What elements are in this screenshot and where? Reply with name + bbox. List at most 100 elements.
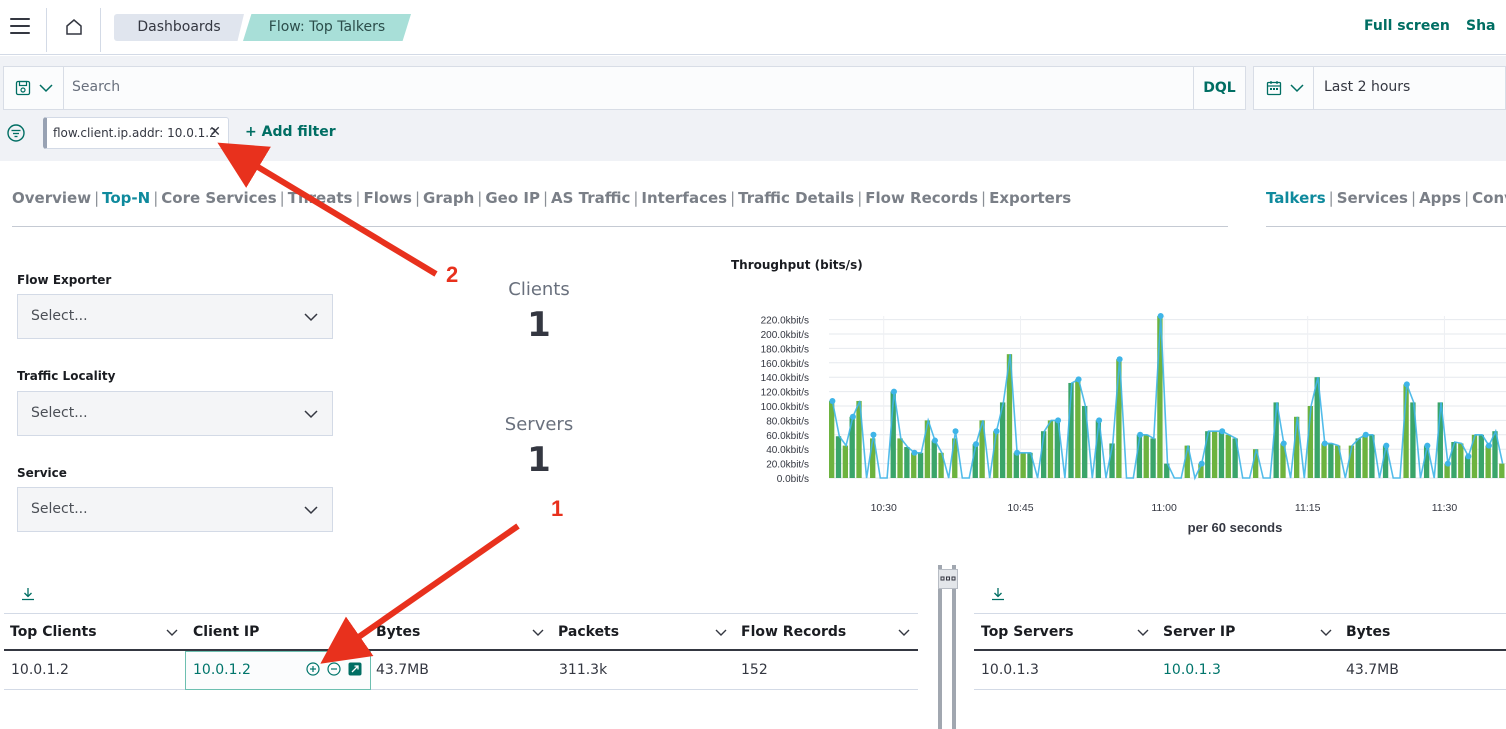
y-tick-label: 60.0kbit/s [766, 431, 809, 442]
home-icon[interactable] [64, 17, 84, 37]
chevron-down-icon [39, 84, 53, 93]
annotation-label-2: 2 [446, 262, 459, 287]
column-header-top-servers[interactable]: Top Servers [981, 624, 1074, 640]
share-link[interactable]: Sha [1466, 18, 1496, 34]
tab-core-services[interactable]: Core Services [161, 189, 277, 207]
bar [1164, 463, 1170, 478]
tab-flow-records[interactable]: Flow Records [865, 189, 979, 207]
bar [1471, 434, 1478, 478]
tab-as-traffic[interactable]: AS Traffic [551, 189, 631, 207]
query-language-button[interactable]: DQL [1193, 67, 1245, 109]
bar [1082, 406, 1088, 478]
tab-overview[interactable]: Overview [12, 189, 92, 207]
divider [938, 565, 942, 729]
series-point [1219, 428, 1226, 435]
y-tick-label: 100.0kbit/s [761, 402, 809, 413]
separator: | [981, 189, 987, 207]
column-header-top-clients[interactable]: Top Clients [10, 624, 97, 640]
column-header-server-ip[interactable]: Server IP [1163, 624, 1236, 640]
bar [1013, 452, 1019, 478]
chevron-down-icon[interactable] [715, 627, 727, 639]
column-header-bytes[interactable]: Bytes [376, 624, 421, 640]
divider [100, 8, 101, 52]
chevron-down-icon[interactable] [898, 627, 910, 639]
bar [1040, 431, 1047, 478]
column-header-client-ip[interactable]: Client IP [193, 624, 260, 640]
tab-conversations[interactable]: Conv [1472, 189, 1506, 207]
breadcrumb-dashboards[interactable]: Dashboards [114, 14, 244, 41]
column-header-packets[interactable]: Packets [558, 624, 620, 640]
tab-talkers[interactable]: Talkers [1266, 189, 1326, 207]
search-input[interactable]: Search [72, 79, 121, 95]
bar [979, 420, 985, 478]
bar [1273, 402, 1279, 478]
saved-query-button[interactable] [4, 67, 64, 109]
client-ip-cell[interactable]: 10.0.1.2 [185, 651, 371, 690]
full-screen-link[interactable]: Full screen [1364, 18, 1450, 34]
expand-icon[interactable] [348, 662, 362, 676]
tab-interfaces[interactable]: Interfaces [641, 189, 728, 207]
y-tick-label: 120.0kbit/s [761, 388, 809, 399]
chevron-down-icon [1290, 84, 1304, 93]
bar [993, 431, 999, 478]
drag-handle-icon[interactable] [938, 569, 958, 589]
server-ip-link[interactable]: 10.0.1.3 [1163, 662, 1221, 678]
annotation-arrow-2 [217, 142, 438, 277]
column-header-flow-records[interactable]: Flow Records [741, 624, 847, 640]
traffic-locality-select[interactable]: Select... [17, 391, 333, 436]
filter-menu-icon[interactable] [6, 123, 26, 143]
flow-exporter-select[interactable]: Select... [17, 294, 333, 339]
series-point [1137, 431, 1144, 438]
chevron-down-icon [304, 313, 318, 322]
series-point [1116, 356, 1123, 363]
bar [856, 400, 862, 478]
bar [870, 438, 876, 478]
panel-resize-handle[interactable] [937, 565, 959, 729]
filter-out-value-icon[interactable] [327, 662, 341, 676]
tab-geo-ip[interactable]: Geo IP [485, 189, 540, 207]
filter-pill[interactable]: flow.client.ip.addr: 10.0.1.2 ✕ [43, 117, 229, 149]
date-picker: Last 2 hours [1253, 66, 1506, 110]
nav-underline [1266, 226, 1506, 227]
chevron-down-icon[interactable] [532, 627, 544, 639]
tab-services[interactable]: Services [1336, 189, 1408, 207]
bar [1068, 382, 1074, 478]
bar [1116, 359, 1122, 478]
tab-apps[interactable]: Apps [1419, 189, 1462, 207]
service-select[interactable]: Select... [17, 487, 333, 532]
chevron-down-icon[interactable] [1320, 627, 1332, 639]
select-value: Select... [31, 405, 88, 421]
tab-graph[interactable]: Graph [423, 189, 475, 207]
traffic-locality-label: Traffic Locality [17, 369, 116, 383]
bar [1109, 443, 1115, 478]
time-range-display[interactable]: Last 2 hours [1324, 79, 1411, 95]
filter-for-value-icon[interactable] [306, 662, 320, 676]
tab-threats[interactable]: Threats [287, 189, 353, 207]
chevron-down-icon [304, 410, 318, 419]
bar [1232, 438, 1238, 478]
bar [1444, 463, 1450, 478]
download-icon[interactable] [20, 586, 36, 602]
tab-traffic-details[interactable]: Traffic Details [738, 189, 855, 207]
series-point [870, 431, 877, 438]
filter-pill-label: flow.client.ip.addr: 10.0.1.2 [53, 126, 217, 140]
bar [972, 444, 978, 478]
download-icon[interactable] [990, 586, 1006, 602]
x-tick-label: 11:30 [1432, 502, 1458, 514]
separator: | [1328, 189, 1334, 207]
tab-flows[interactable]: Flows [363, 189, 412, 207]
column-header-bytes[interactable]: Bytes [1346, 624, 1391, 640]
bar [1307, 406, 1314, 478]
add-filter-button[interactable]: + Add filter [245, 124, 336, 140]
date-quick-menu-button[interactable] [1254, 67, 1314, 109]
menu-icon[interactable] [10, 18, 30, 34]
bar [931, 440, 937, 478]
tab-top-n[interactable]: Top-N [102, 189, 151, 207]
chevron-down-icon[interactable] [1137, 627, 1149, 639]
client-ip-link[interactable]: 10.0.1.2 [193, 662, 251, 678]
nav-underline [12, 226, 1228, 227]
chevron-down-icon[interactable] [166, 627, 178, 639]
tab-exporters[interactable]: Exporters [989, 189, 1072, 207]
breadcrumb-current: Flow: Top Talkers [243, 14, 411, 41]
close-icon[interactable]: ✕ [209, 124, 221, 140]
